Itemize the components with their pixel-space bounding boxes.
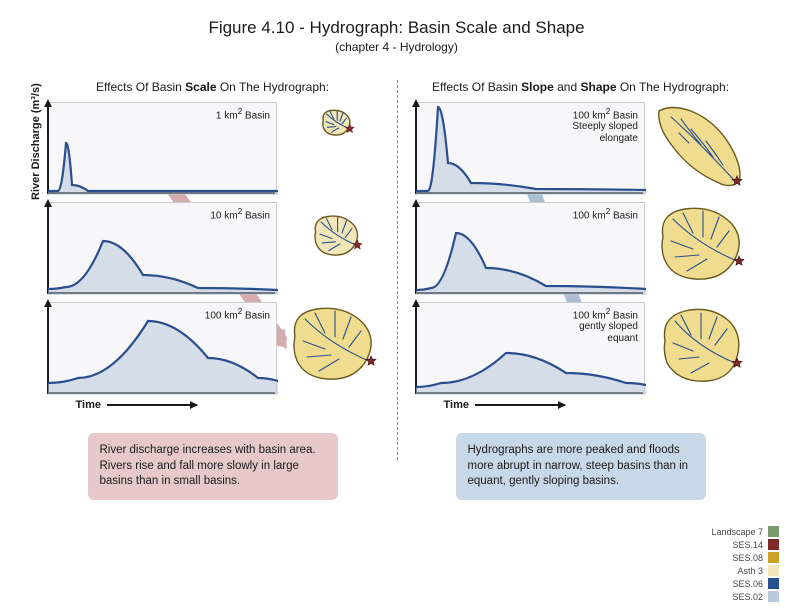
x-axis-arrow-icon bbox=[107, 404, 197, 406]
right-panel-row: 100 km2 Basingently slopedequant bbox=[415, 299, 746, 396]
chart-label: 100 km2 Basin bbox=[573, 207, 638, 222]
legend-swatch bbox=[768, 539, 779, 550]
hydrograph-chart: 100 km2 Basin bbox=[47, 302, 277, 394]
chart-label: 100 km2 BasinSteeply slopedelongate bbox=[572, 107, 638, 145]
chart-label: 100 km2 Basin bbox=[205, 307, 270, 322]
basin-shape bbox=[651, 99, 746, 196]
basin-shape bbox=[283, 199, 378, 296]
legend-label: SES.14 bbox=[732, 540, 763, 550]
legend-row: Landscape 7 bbox=[711, 525, 779, 538]
legend: Landscape 7 SES.14 SES.08 Asth 3 SES.06 SES.0… bbox=[711, 525, 779, 603]
legend-label: SES.02 bbox=[732, 592, 763, 602]
legend-label: SES.08 bbox=[732, 553, 763, 563]
legend-row: SES.08 bbox=[711, 551, 779, 564]
figure-title: Figure 4.10 - Hydrograph: Basin Scale an… bbox=[0, 18, 793, 38]
right-caption: Hydrographs are more peaked and floods m… bbox=[456, 433, 706, 500]
chart-label: 1 km2 Basin bbox=[216, 107, 270, 122]
right-panel-row: 100 km2 BasinSteeply slopedelongate bbox=[415, 99, 746, 196]
columns-container: Effects Of Basin Scale On The Hydrograph… bbox=[0, 80, 793, 500]
basin-shape bbox=[651, 299, 746, 396]
legend-label: SES.06 bbox=[732, 579, 763, 589]
column-divider bbox=[397, 80, 398, 460]
left-panel-row: 10 km2 Basin bbox=[47, 199, 378, 296]
left-x-axis: Time bbox=[76, 399, 197, 411]
legend-swatch bbox=[768, 526, 779, 537]
hydrograph-chart: 100 km2 Basingently slopedequant bbox=[415, 302, 645, 394]
right-column-title: Effects Of Basin Slope and Shape On The … bbox=[432, 80, 729, 94]
legend-swatch bbox=[768, 565, 779, 576]
legend-swatch bbox=[768, 552, 779, 563]
left-panel-row: 1 km2 Basin bbox=[47, 99, 378, 196]
legend-row: SES.02 bbox=[711, 590, 779, 603]
right-panel-row: 100 km2 Basin bbox=[415, 199, 746, 296]
basin-shape bbox=[283, 99, 378, 196]
legend-row: Asth 3 bbox=[711, 564, 779, 577]
left-panel-row: 100 km2 Basin bbox=[47, 299, 378, 396]
figure-subtitle: (chapter 4 - Hydrology) bbox=[0, 40, 793, 54]
hydrograph-chart: 100 km2 BasinSteeply slopedelongate bbox=[415, 102, 645, 194]
left-column: Effects Of Basin Scale On The Hydrograph… bbox=[38, 80, 388, 500]
x-axis-arrow-icon bbox=[475, 404, 565, 406]
legend-row: SES.14 bbox=[711, 538, 779, 551]
chart-label: 100 km2 Basingently slopedequant bbox=[573, 307, 638, 345]
chart-label: 10 km2 Basin bbox=[210, 207, 270, 222]
hydrograph-chart: 1 km2 Basin bbox=[47, 102, 277, 194]
legend-swatch bbox=[768, 591, 779, 602]
hydrograph-chart: 10 km2 Basin bbox=[47, 202, 277, 294]
legend-swatch bbox=[768, 578, 779, 589]
right-panels: 100 km2 BasinSteeply slopedelongate 100 … bbox=[415, 99, 746, 396]
right-x-axis: Time bbox=[444, 399, 565, 411]
hydrograph-chart: 100 km2 Basin bbox=[415, 202, 645, 294]
legend-row: SES.06 bbox=[711, 577, 779, 590]
legend-label: Landscape 7 bbox=[711, 527, 763, 537]
left-column-title: Effects Of Basin Scale On The Hydrograph… bbox=[96, 80, 329, 94]
basin-shape bbox=[651, 199, 746, 296]
figure-header: Figure 4.10 - Hydrograph: Basin Scale an… bbox=[0, 0, 793, 54]
legend-label: Asth 3 bbox=[737, 566, 763, 576]
left-caption: River discharge increases with basin are… bbox=[88, 433, 338, 500]
right-column: Effects Of Basin Slope and Shape On The … bbox=[406, 80, 756, 500]
basin-shape bbox=[283, 299, 378, 396]
left-panels: 1 km2 Basin 10 km2 Basin bbox=[47, 99, 378, 396]
